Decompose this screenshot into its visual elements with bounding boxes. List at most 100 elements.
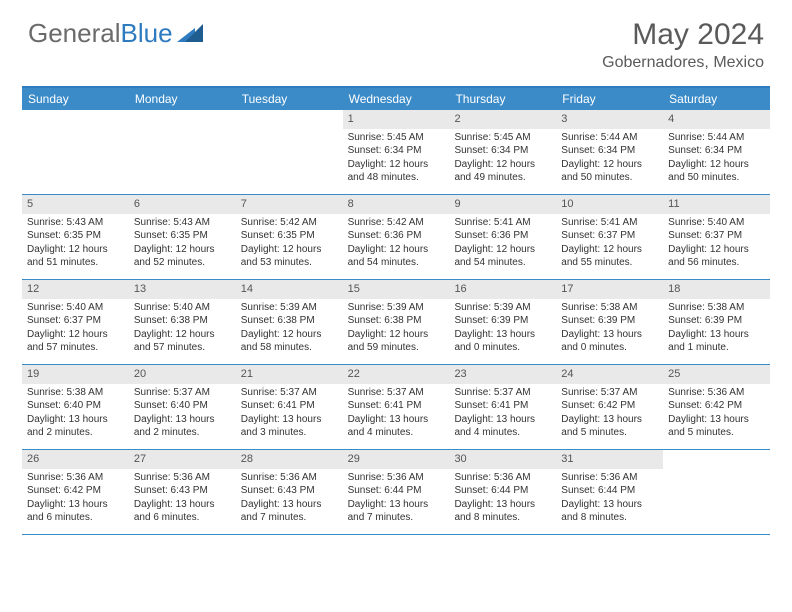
daylight-text-2: and 8 minutes. xyxy=(561,511,658,525)
day-number: 24 xyxy=(556,365,663,384)
week-row: 19Sunrise: 5:38 AMSunset: 6:40 PMDayligh… xyxy=(22,365,770,450)
week-row: 12Sunrise: 5:40 AMSunset: 6:37 PMDayligh… xyxy=(22,280,770,365)
day-data: Sunrise: 5:39 AMSunset: 6:38 PMDaylight:… xyxy=(236,299,343,359)
daylight-text-2: and 5 minutes. xyxy=(668,426,765,440)
day-cell: 22Sunrise: 5:37 AMSunset: 6:41 PMDayligh… xyxy=(343,365,450,449)
sunset-text: Sunset: 6:41 PM xyxy=(241,399,338,413)
day-number: 5 xyxy=(22,195,129,214)
daylight-text-2: and 51 minutes. xyxy=(27,256,124,270)
daylight-text-2: and 7 minutes. xyxy=(348,511,445,525)
daylight-text: Daylight: 12 hours xyxy=(27,328,124,342)
day-number: 18 xyxy=(663,280,770,299)
weeks-container: 1Sunrise: 5:45 AMSunset: 6:34 PMDaylight… xyxy=(22,110,770,535)
day-number: 22 xyxy=(343,365,450,384)
day-number: 14 xyxy=(236,280,343,299)
day-data: Sunrise: 5:43 AMSunset: 6:35 PMDaylight:… xyxy=(129,214,236,274)
sunrise-text: Sunrise: 5:42 AM xyxy=(348,216,445,230)
day-cell: 12Sunrise: 5:40 AMSunset: 6:37 PMDayligh… xyxy=(22,280,129,364)
daylight-text: Daylight: 12 hours xyxy=(27,243,124,257)
sunrise-text: Sunrise: 5:38 AM xyxy=(27,386,124,400)
sunset-text: Sunset: 6:40 PM xyxy=(134,399,231,413)
day-cell: 27Sunrise: 5:36 AMSunset: 6:43 PMDayligh… xyxy=(129,450,236,534)
sunset-text: Sunset: 6:44 PM xyxy=(561,484,658,498)
sunset-text: Sunset: 6:42 PM xyxy=(27,484,124,498)
daylight-text-2: and 48 minutes. xyxy=(348,171,445,185)
day-data: Sunrise: 5:44 AMSunset: 6:34 PMDaylight:… xyxy=(556,129,663,189)
sunrise-text: Sunrise: 5:36 AM xyxy=(27,471,124,485)
day-cell xyxy=(129,110,236,194)
day-cell: 14Sunrise: 5:39 AMSunset: 6:38 PMDayligh… xyxy=(236,280,343,364)
day-data: Sunrise: 5:42 AMSunset: 6:36 PMDaylight:… xyxy=(343,214,450,274)
daylight-text-2: and 2 minutes. xyxy=(134,426,231,440)
sunset-text: Sunset: 6:36 PM xyxy=(348,229,445,243)
day-data: Sunrise: 5:36 AMSunset: 6:44 PMDaylight:… xyxy=(449,469,556,529)
daylight-text: Daylight: 13 hours xyxy=(27,498,124,512)
daylight-text-2: and 0 minutes. xyxy=(561,341,658,355)
sunset-text: Sunset: 6:38 PM xyxy=(348,314,445,328)
sunrise-text: Sunrise: 5:37 AM xyxy=(454,386,551,400)
day-number: 25 xyxy=(663,365,770,384)
daylight-text: Daylight: 13 hours xyxy=(27,413,124,427)
daylight-text-2: and 56 minutes. xyxy=(668,256,765,270)
daylight-text-2: and 4 minutes. xyxy=(454,426,551,440)
daylight-text: Daylight: 12 hours xyxy=(561,158,658,172)
daylight-text: Daylight: 13 hours xyxy=(241,413,338,427)
day-number: 10 xyxy=(556,195,663,214)
day-cell: 1Sunrise: 5:45 AMSunset: 6:34 PMDaylight… xyxy=(343,110,450,194)
sunrise-text: Sunrise: 5:36 AM xyxy=(454,471,551,485)
day-cell: 29Sunrise: 5:36 AMSunset: 6:44 PMDayligh… xyxy=(343,450,450,534)
sunset-text: Sunset: 6:40 PM xyxy=(27,399,124,413)
daylight-text-2: and 57 minutes. xyxy=(134,341,231,355)
day-cell: 25Sunrise: 5:36 AMSunset: 6:42 PMDayligh… xyxy=(663,365,770,449)
day-number: 4 xyxy=(663,110,770,129)
daylight-text-2: and 49 minutes. xyxy=(454,171,551,185)
sunrise-text: Sunrise: 5:42 AM xyxy=(241,216,338,230)
day-cell: 9Sunrise: 5:41 AMSunset: 6:36 PMDaylight… xyxy=(449,195,556,279)
sunset-text: Sunset: 6:43 PM xyxy=(134,484,231,498)
day-data: Sunrise: 5:36 AMSunset: 6:44 PMDaylight:… xyxy=(343,469,450,529)
daylight-text-2: and 55 minutes. xyxy=(561,256,658,270)
day-data: Sunrise: 5:37 AMSunset: 6:41 PMDaylight:… xyxy=(449,384,556,444)
day-header: Saturday xyxy=(663,88,770,110)
sunrise-text: Sunrise: 5:41 AM xyxy=(561,216,658,230)
day-number: 8 xyxy=(343,195,450,214)
sunrise-text: Sunrise: 5:40 AM xyxy=(668,216,765,230)
sunrise-text: Sunrise: 5:41 AM xyxy=(454,216,551,230)
day-cell: 20Sunrise: 5:37 AMSunset: 6:40 PMDayligh… xyxy=(129,365,236,449)
day-cell: 5Sunrise: 5:43 AMSunset: 6:35 PMDaylight… xyxy=(22,195,129,279)
day-cell: 10Sunrise: 5:41 AMSunset: 6:37 PMDayligh… xyxy=(556,195,663,279)
day-number: 20 xyxy=(129,365,236,384)
day-data: Sunrise: 5:42 AMSunset: 6:35 PMDaylight:… xyxy=(236,214,343,274)
day-header-row: SundayMondayTuesdayWednesdayThursdayFrid… xyxy=(22,88,770,110)
daylight-text-2: and 0 minutes. xyxy=(454,341,551,355)
day-number: 6 xyxy=(129,195,236,214)
day-data: Sunrise: 5:37 AMSunset: 6:41 PMDaylight:… xyxy=(236,384,343,444)
sunset-text: Sunset: 6:39 PM xyxy=(454,314,551,328)
day-header: Thursday xyxy=(449,88,556,110)
day-data: Sunrise: 5:40 AMSunset: 6:37 PMDaylight:… xyxy=(663,214,770,274)
day-cell: 17Sunrise: 5:38 AMSunset: 6:39 PMDayligh… xyxy=(556,280,663,364)
week-row: 1Sunrise: 5:45 AMSunset: 6:34 PMDaylight… xyxy=(22,110,770,195)
day-number: 16 xyxy=(449,280,556,299)
daylight-text: Daylight: 13 hours xyxy=(668,328,765,342)
daylight-text: Daylight: 12 hours xyxy=(134,243,231,257)
daylight-text-2: and 1 minute. xyxy=(668,341,765,355)
day-cell: 7Sunrise: 5:42 AMSunset: 6:35 PMDaylight… xyxy=(236,195,343,279)
daylight-text: Daylight: 13 hours xyxy=(241,498,338,512)
daylight-text: Daylight: 12 hours xyxy=(454,158,551,172)
sunrise-text: Sunrise: 5:40 AM xyxy=(27,301,124,315)
sunrise-text: Sunrise: 5:36 AM xyxy=(241,471,338,485)
day-number: 11 xyxy=(663,195,770,214)
day-number: 13 xyxy=(129,280,236,299)
day-number: 9 xyxy=(449,195,556,214)
day-data: Sunrise: 5:36 AMSunset: 6:42 PMDaylight:… xyxy=(663,384,770,444)
day-data: Sunrise: 5:41 AMSunset: 6:37 PMDaylight:… xyxy=(556,214,663,274)
day-number: 27 xyxy=(129,450,236,469)
day-number: 23 xyxy=(449,365,556,384)
sunrise-text: Sunrise: 5:36 AM xyxy=(348,471,445,485)
day-cell: 23Sunrise: 5:37 AMSunset: 6:41 PMDayligh… xyxy=(449,365,556,449)
daylight-text: Daylight: 13 hours xyxy=(561,328,658,342)
day-header: Wednesday xyxy=(343,88,450,110)
sunrise-text: Sunrise: 5:43 AM xyxy=(134,216,231,230)
day-cell: 2Sunrise: 5:45 AMSunset: 6:34 PMDaylight… xyxy=(449,110,556,194)
